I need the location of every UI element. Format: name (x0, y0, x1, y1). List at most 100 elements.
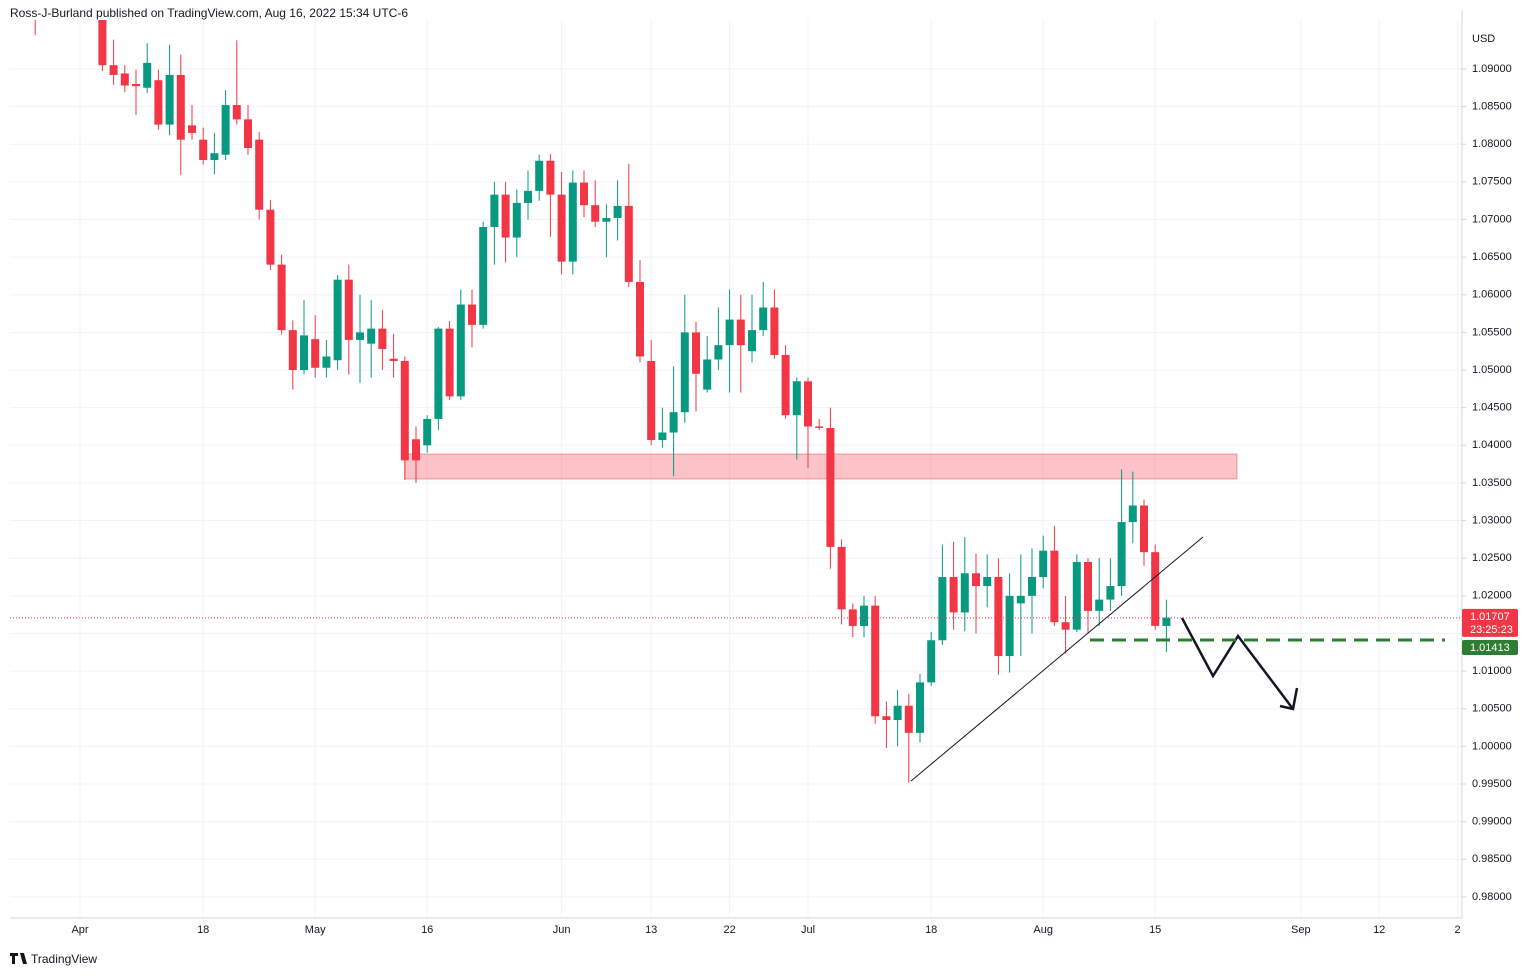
candle-body (423, 418, 432, 446)
candle-body (1061, 622, 1070, 630)
header: Ross-J-Burland published on TradingView.… (10, 6, 408, 20)
candle-body (602, 217, 611, 222)
candle-body (568, 182, 577, 262)
x-tick-label: Apr (71, 924, 88, 936)
candle-body (938, 577, 947, 641)
candle-body (266, 209, 275, 265)
y-tick-label: 1.06000 (1472, 289, 1512, 301)
candle-body (680, 332, 689, 413)
candle-body (210, 153, 219, 161)
grid (10, 20, 1462, 918)
x-tick-label: 15 (1149, 924, 1161, 936)
candle-body (736, 319, 745, 346)
candle-body (1028, 577, 1036, 596)
candle-body (1106, 586, 1115, 600)
brand-logo (10, 953, 27, 964)
level-box (1462, 640, 1518, 656)
candle-body (904, 705, 913, 733)
candle-body (927, 640, 936, 683)
candle-body (400, 360, 409, 461)
candle-body (1016, 595, 1025, 604)
candle-body (1162, 617, 1171, 626)
candle-body (748, 330, 756, 352)
candle-body (557, 194, 566, 262)
trend-line (910, 536, 1204, 782)
candle-body (770, 307, 779, 355)
arrow-head (1279, 687, 1299, 711)
candle-body (1050, 550, 1059, 623)
candle-body (848, 609, 857, 626)
candle-body (490, 194, 499, 227)
y-tick-label: 1.05500 (1472, 326, 1512, 338)
y-tick-label: 1.05000 (1472, 364, 1512, 376)
y-tick-label: 1.04000 (1472, 439, 1512, 451)
y-tick-label: 1.08500 (1472, 100, 1512, 112)
candle-body (983, 577, 992, 587)
candle-body (725, 319, 734, 346)
candle-body (804, 381, 812, 427)
candle-body (176, 74, 185, 140)
candle-body (300, 335, 308, 371)
candle-body (613, 205, 622, 218)
candle-body (837, 546, 846, 610)
candle-body (1128, 505, 1137, 523)
x-tick-label: Sep (1291, 924, 1311, 936)
candle-body (232, 105, 241, 120)
candle-body (714, 345, 723, 360)
candle-body (815, 426, 824, 428)
level-label: 1.01413 (1470, 642, 1510, 654)
candle-body (647, 360, 656, 441)
candle-body (1117, 522, 1126, 587)
plot-area (34, 20, 1171, 783)
candle-body (378, 328, 387, 349)
y-tick-label: 1.07500 (1472, 176, 1512, 188)
candle-body (535, 160, 544, 191)
candle-body (591, 205, 600, 222)
currency-label: USD (1472, 33, 1495, 45)
candle-body (154, 80, 163, 125)
x-tick-label: 16 (421, 924, 433, 936)
y-tick-label: 0.99500 (1472, 778, 1512, 790)
candle-body (972, 573, 980, 587)
candle-body (882, 716, 891, 721)
x-tick-label: 18 (197, 924, 209, 936)
candle-body (311, 339, 320, 368)
candle-body (949, 577, 958, 613)
y-tick-label: 1.02000 (1472, 590, 1512, 602)
candle-body (98, 20, 107, 66)
y-tick-label: 0.98000 (1472, 891, 1512, 903)
candle-body (479, 226, 488, 325)
candle-body (445, 328, 454, 397)
resistance-zone (404, 453, 1238, 480)
candle-body (356, 332, 364, 340)
candle-body (434, 328, 443, 419)
candle-body (893, 705, 902, 721)
candle-body (221, 105, 230, 155)
candle-body (1072, 561, 1081, 630)
candle-body (512, 202, 521, 238)
candle-body (367, 328, 376, 344)
candle-body (546, 160, 555, 195)
candle-body (143, 62, 152, 88)
candle-body (132, 83, 140, 87)
x-tick-label: 2 (1455, 924, 1461, 936)
candle-body (658, 432, 667, 441)
y-tick-label: 1.00500 (1472, 703, 1512, 715)
candle-body (255, 139, 264, 210)
candle-body (1005, 595, 1014, 657)
candle-body (703, 359, 712, 390)
candle-body (759, 307, 768, 331)
candle-body (344, 279, 353, 340)
y-tick-label: 1.08000 (1472, 138, 1512, 150)
candle-body (199, 139, 208, 161)
y-tick-label: 1.01000 (1472, 665, 1512, 677)
x-tick-label: 22 (723, 924, 735, 936)
y-tick-label: 1.09000 (1472, 63, 1512, 75)
x-tick-label: Jun (553, 924, 571, 936)
candle-body (322, 356, 331, 368)
candle-body (188, 125, 196, 133)
countdown-label: 23:25:23 (1470, 624, 1513, 636)
candle-body (288, 330, 297, 371)
candle-body (468, 304, 476, 325)
